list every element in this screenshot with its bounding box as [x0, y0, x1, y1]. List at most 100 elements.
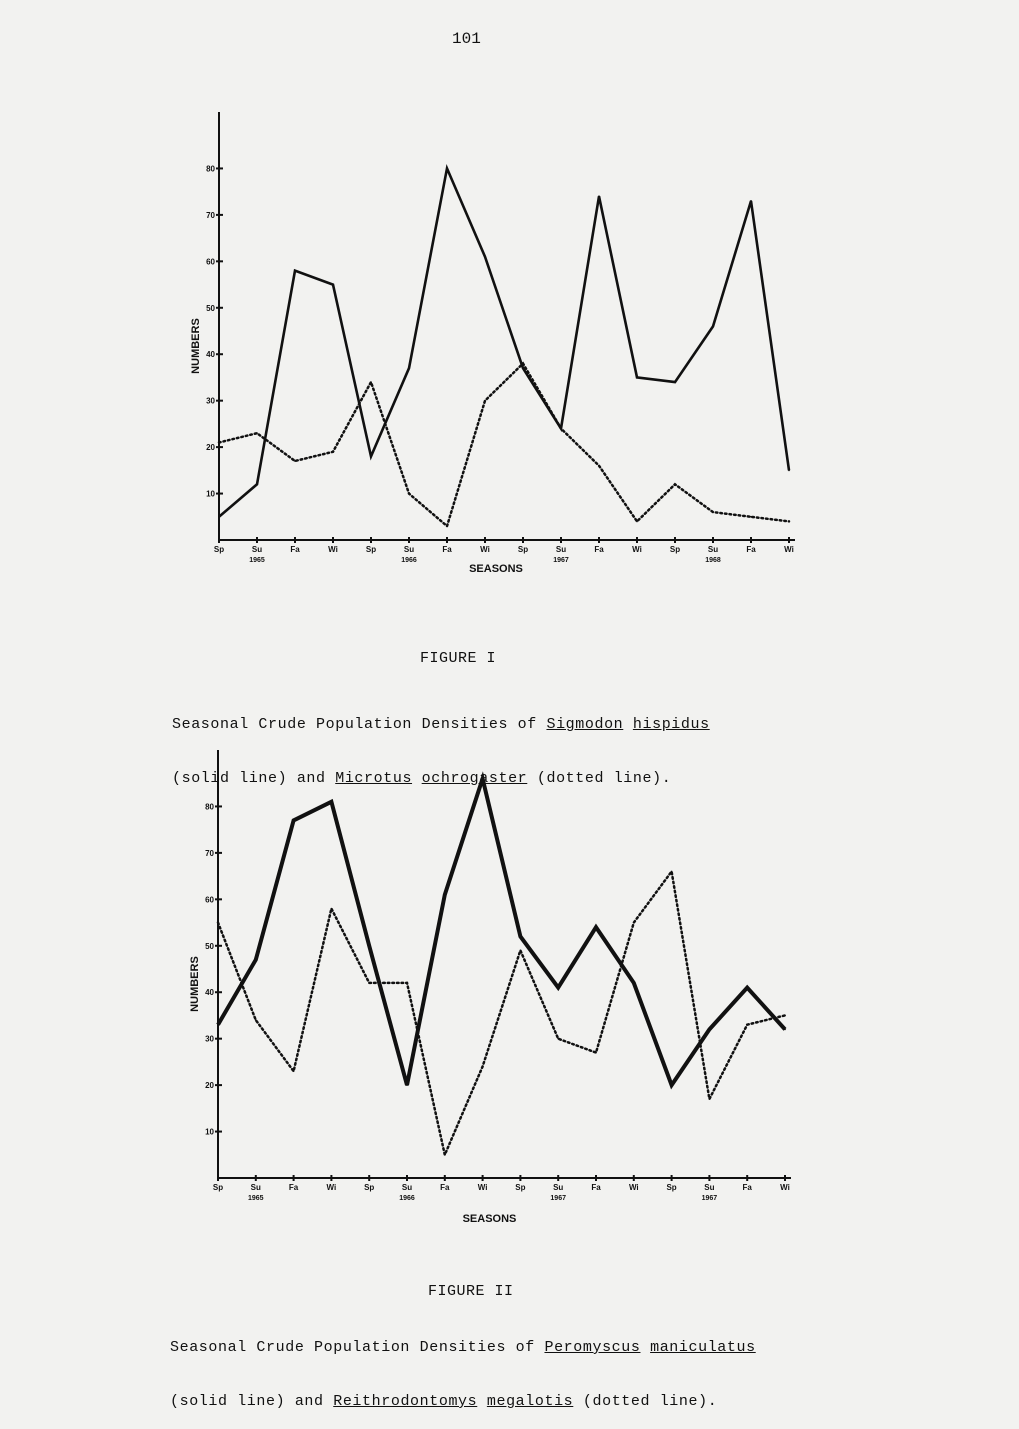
data-point — [784, 1014, 786, 1017]
data-point — [370, 455, 372, 458]
data-point — [598, 464, 600, 467]
data-point — [294, 460, 296, 462]
data-point — [670, 1084, 673, 1087]
data-point — [750, 200, 752, 202]
x-tick-label: Fa — [442, 545, 452, 554]
data-point — [368, 944, 371, 947]
data-point — [217, 921, 219, 924]
species-genus: Microtus — [335, 770, 413, 787]
y-tick-label: 80 — [205, 802, 214, 811]
data-point — [408, 367, 410, 370]
data-point — [292, 1070, 295, 1073]
x-tick-label: Wi — [480, 545, 490, 554]
data-point — [674, 381, 676, 383]
data-point — [636, 520, 638, 523]
data-point — [560, 427, 562, 430]
year-label: 1966 — [399, 1195, 415, 1202]
x-tick-label: Wi — [327, 1183, 337, 1192]
data-point — [292, 819, 295, 822]
x-tick-label: Fa — [591, 1183, 601, 1192]
data-point — [746, 986, 749, 989]
y-tick-label: 80 — [206, 164, 215, 173]
x-tick-label: Sp — [666, 1183, 676, 1192]
data-point — [674, 483, 676, 486]
data-point — [746, 1023, 749, 1026]
x-tick-label: Sp — [670, 545, 680, 554]
data-point — [294, 269, 296, 272]
data-point — [750, 515, 752, 518]
x-tick-label: Su — [402, 1183, 412, 1192]
year-label: 1968 — [705, 557, 721, 564]
y-tick-label: 30 — [206, 397, 215, 406]
data-point — [218, 515, 220, 518]
y-tick-label: 20 — [206, 443, 215, 452]
data-point — [595, 1051, 597, 1054]
x-tick-label: Fa — [746, 545, 756, 554]
x-tick-label: Sp — [366, 545, 376, 554]
species-epithet: hispidus — [632, 716, 710, 733]
data-point — [519, 949, 522, 952]
data-point — [557, 986, 560, 989]
year-label: 1967 — [553, 557, 569, 564]
data-point — [406, 982, 408, 984]
x-tick-label: Su — [556, 545, 566, 554]
x-tick-label: Fa — [594, 545, 604, 554]
y-tick-label: 30 — [205, 1035, 214, 1044]
data-point — [522, 367, 524, 370]
year-label: 1967 — [702, 1195, 718, 1202]
data-point — [256, 483, 258, 486]
x-tick-label: Wi — [328, 545, 338, 554]
data-point — [519, 935, 522, 938]
y-tick-label: 70 — [205, 849, 214, 858]
data-point — [254, 958, 257, 961]
x-tick-label: Wi — [478, 1183, 488, 1192]
solid-series-line — [218, 163, 791, 518]
data-point — [636, 376, 638, 379]
data-point — [712, 511, 714, 514]
year-label: 1966 — [401, 557, 417, 564]
data-point — [330, 800, 333, 803]
x-tick-label: Fa — [290, 545, 300, 554]
figure-1-title: FIGURE I — [420, 650, 497, 667]
figure-2-title: FIGURE II — [428, 1283, 514, 1300]
data-point — [330, 907, 333, 910]
data-point — [446, 525, 448, 527]
data-point — [784, 1028, 786, 1031]
y-tick-label: 70 — [206, 211, 215, 220]
data-point — [632, 982, 635, 984]
data-point — [256, 432, 258, 435]
species-epithet: maniculatus — [650, 1339, 756, 1356]
data-point — [443, 893, 446, 896]
year-label: 1965 — [248, 1195, 264, 1202]
x-tick-label: Su — [708, 545, 718, 554]
data-point — [218, 441, 220, 444]
x-tick-label: Sp — [518, 545, 528, 554]
figure-1-chart: 10 20 30 40 50 60 70 80 Sp Su Fa Wi Sp Su Fa Wi Sp Su Fa Wi… — [190, 112, 795, 575]
x-axis-title: SEASONS — [469, 563, 523, 575]
y-tick-label: 60 — [206, 257, 215, 266]
x-tick-label: Sp — [213, 1183, 223, 1192]
x-tick-label: Su — [251, 1183, 261, 1192]
y-axis-title: NUMBERS — [189, 956, 201, 1012]
x-tick-label: Wi — [784, 545, 794, 554]
data-point — [484, 255, 486, 258]
dotted-series-line — [217, 361, 791, 529]
x-tick-label: Fa — [743, 1183, 753, 1192]
data-point — [254, 1019, 257, 1021]
figure-2-chart: 10 20 30 40 50 60 70 80 Sp Su Fa Wi Sp Su Fa Wi Sp Su Fa Wi… — [189, 750, 791, 1225]
data-point — [370, 381, 372, 383]
y-tick-label: 60 — [205, 895, 214, 904]
figure-2-caption-line-1: Seasonal Crude Population Densities of P… — [170, 1339, 756, 1356]
data-point — [788, 469, 790, 472]
year-label: 1967 — [550, 1195, 566, 1202]
x-tick-label: Su — [553, 1183, 563, 1192]
figure-1-caption: Seasonal Crude Population Densities of S… — [172, 680, 710, 806]
data-point — [598, 195, 600, 198]
y-tick-label: 40 — [205, 988, 214, 997]
y-tick-label: 50 — [206, 304, 215, 313]
x-tick-label: Wi — [632, 545, 642, 554]
x-axis-title: SEASONS — [463, 1213, 517, 1225]
x-tick-label: Wi — [629, 1183, 639, 1192]
y-tick-label: 10 — [206, 490, 215, 499]
y-tick-label: 10 — [205, 1128, 214, 1137]
